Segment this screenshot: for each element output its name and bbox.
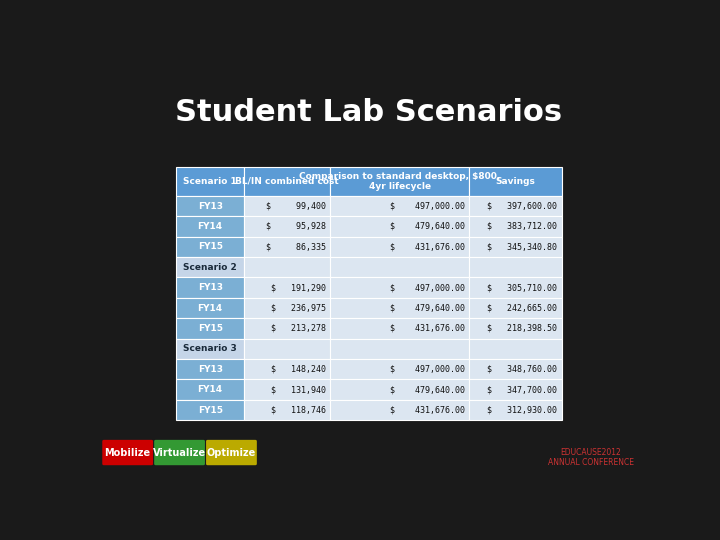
Text: Optimize: Optimize	[207, 448, 256, 457]
Bar	[330, 196, 469, 216]
Text: EDUCAUSE2012
ANNUAL CONFERENCE: EDUCAUSE2012 ANNUAL CONFERENCE	[548, 448, 634, 468]
Bar	[469, 380, 562, 400]
Text: $   305,710.00: $ 305,710.00	[487, 283, 557, 292]
Bar	[330, 216, 469, 237]
Text: $   347,700.00: $ 347,700.00	[487, 385, 557, 394]
Bar	[176, 278, 244, 298]
Bar	[469, 257, 562, 278]
Text: FY14: FY14	[197, 222, 222, 231]
Bar	[244, 196, 330, 216]
Bar	[176, 196, 244, 216]
Bar	[469, 359, 562, 380]
Text: $    479,640.00: $ 479,640.00	[390, 222, 464, 231]
Text: FY13: FY13	[198, 365, 222, 374]
FancyBboxPatch shape	[206, 440, 257, 465]
Text: $    431,676.00: $ 431,676.00	[390, 242, 464, 251]
Bar	[330, 400, 469, 420]
Bar	[244, 339, 330, 359]
Bar	[244, 237, 330, 257]
Text: FY15: FY15	[198, 324, 222, 333]
Bar	[330, 380, 469, 400]
Text: Savings: Savings	[495, 177, 535, 186]
Text: FY15: FY15	[198, 242, 222, 251]
Bar	[244, 380, 330, 400]
Text: $   348,760.00: $ 348,760.00	[487, 365, 557, 374]
Text: $    431,676.00: $ 431,676.00	[390, 324, 464, 333]
Bar	[469, 400, 562, 420]
Bar	[176, 400, 244, 420]
Text: $   242,665.00: $ 242,665.00	[487, 303, 557, 313]
Bar	[469, 278, 562, 298]
Bar	[176, 167, 244, 196]
FancyBboxPatch shape	[102, 440, 153, 465]
Bar	[469, 339, 562, 359]
Bar	[176, 380, 244, 400]
Text: $   397,600.00: $ 397,600.00	[487, 201, 557, 211]
Bar	[244, 167, 330, 196]
Text: $   312,930.00: $ 312,930.00	[487, 406, 557, 415]
Bar	[176, 257, 244, 278]
Text: FY15: FY15	[198, 406, 222, 415]
Bar	[330, 257, 469, 278]
Text: Comparison to standard desktop, $800,
4yr lifecycle: Comparison to standard desktop, $800, 4y…	[300, 172, 500, 191]
Bar	[330, 278, 469, 298]
Bar	[176, 339, 244, 359]
Text: $    497,000.00: $ 497,000.00	[390, 283, 464, 292]
Text: FY14: FY14	[197, 303, 222, 313]
Bar	[469, 298, 562, 318]
Bar	[176, 298, 244, 318]
Text: BL/IN combined cost: BL/IN combined cost	[235, 177, 339, 186]
Bar	[244, 400, 330, 420]
Bar	[469, 237, 562, 257]
Bar	[244, 318, 330, 339]
Bar	[330, 318, 469, 339]
Bar	[330, 359, 469, 380]
Bar	[176, 237, 244, 257]
Text: $    479,640.00: $ 479,640.00	[390, 385, 464, 394]
Bar	[330, 339, 469, 359]
Text: Scenario 2: Scenario 2	[184, 263, 237, 272]
FancyBboxPatch shape	[154, 440, 205, 465]
Text: $    431,676.00: $ 431,676.00	[390, 406, 464, 415]
Text: FY14: FY14	[197, 385, 222, 394]
Text: $    497,000.00: $ 497,000.00	[390, 201, 464, 211]
Text: Scenario 1: Scenario 1	[184, 177, 237, 186]
Bar	[469, 318, 562, 339]
Text: $   345,340.80: $ 345,340.80	[487, 242, 557, 251]
Bar	[244, 257, 330, 278]
Text: Scenario 3: Scenario 3	[184, 345, 237, 353]
Text: Mobilize: Mobilize	[104, 448, 150, 457]
Text: $    479,640.00: $ 479,640.00	[390, 303, 464, 313]
Text: $   218,398.50: $ 218,398.50	[487, 324, 557, 333]
Bar	[469, 167, 562, 196]
Text: FY13: FY13	[198, 201, 222, 211]
Text: $     86,335: $ 86,335	[266, 242, 326, 251]
Bar	[244, 278, 330, 298]
Text: $    497,000.00: $ 497,000.00	[390, 365, 464, 374]
Bar	[244, 216, 330, 237]
Text: $   213,278: $ 213,278	[271, 324, 326, 333]
Bar	[330, 167, 469, 196]
Bar	[176, 318, 244, 339]
Bar	[244, 359, 330, 380]
Bar	[330, 237, 469, 257]
Text: Student Lab Scenarios: Student Lab Scenarios	[176, 98, 562, 127]
Bar	[330, 298, 469, 318]
Text: FY13: FY13	[198, 283, 222, 292]
Text: $   131,940: $ 131,940	[271, 385, 326, 394]
Bar	[469, 216, 562, 237]
Bar	[469, 196, 562, 216]
Bar	[244, 298, 330, 318]
Bar	[176, 216, 244, 237]
Text: $   236,975: $ 236,975	[271, 303, 326, 313]
Text: $     99,400: $ 99,400	[266, 201, 326, 211]
Text: $   191,290: $ 191,290	[271, 283, 326, 292]
Bar	[176, 359, 244, 380]
Text: $   148,240: $ 148,240	[271, 365, 326, 374]
Text: $   118,746: $ 118,746	[271, 406, 326, 415]
Text: $   383,712.00: $ 383,712.00	[487, 222, 557, 231]
Text: $     95,928: $ 95,928	[266, 222, 326, 231]
Text: Virtualize: Virtualize	[153, 448, 206, 457]
